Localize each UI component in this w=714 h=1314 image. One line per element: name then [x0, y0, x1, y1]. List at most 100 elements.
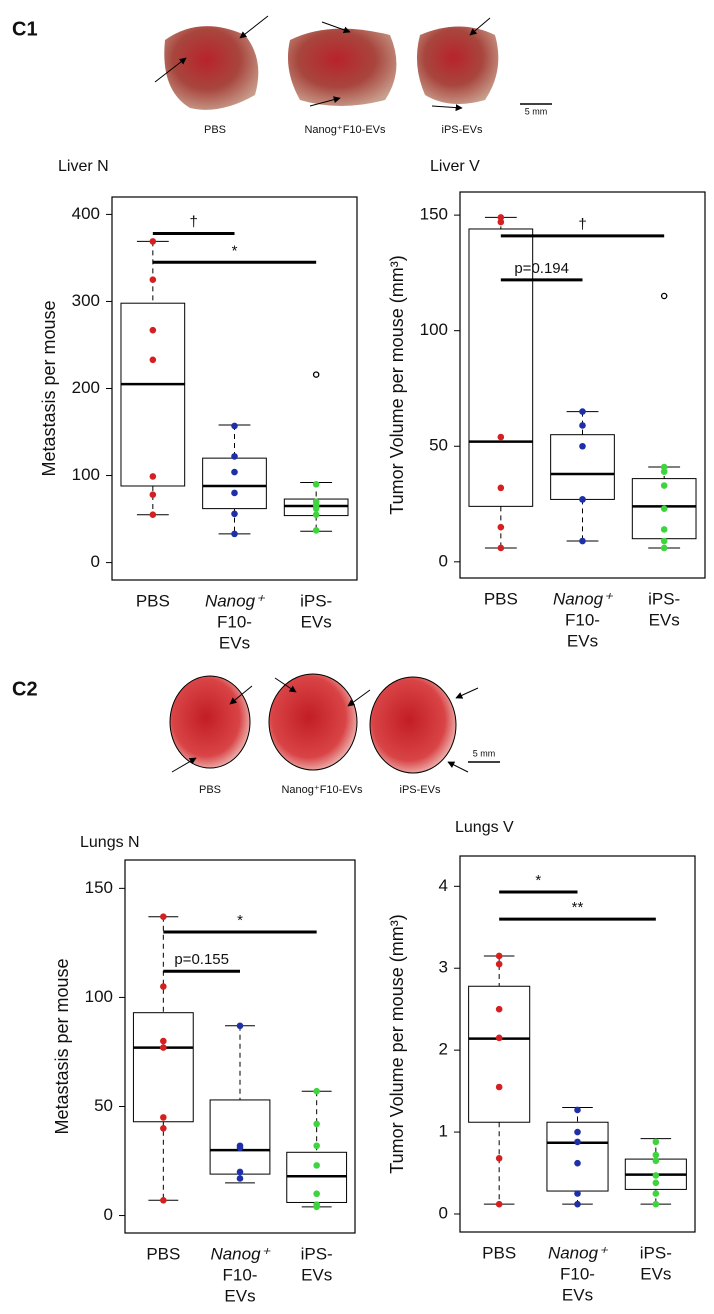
- data-point: [160, 1196, 167, 1204]
- data-point: [313, 1190, 320, 1198]
- data-point: [574, 1106, 581, 1114]
- data-point: [652, 1200, 660, 1208]
- data-point: [497, 523, 505, 531]
- y-tick-label: 4: [439, 876, 448, 895]
- x-tick-label: PBS: [146, 1244, 180, 1263]
- y-tick-label: 50: [94, 1096, 113, 1115]
- panel-label: C1: [12, 18, 38, 40]
- x-tick-label: EVs: [649, 610, 680, 629]
- y-tick-label: 0: [104, 1205, 113, 1224]
- y-tick-label: 100: [420, 320, 448, 339]
- data-point: [660, 505, 668, 512]
- y-tick-label: 0: [439, 1203, 448, 1222]
- x-tick-label: PBS: [136, 591, 170, 610]
- data-point: [149, 276, 157, 283]
- data-point: [495, 1200, 503, 1208]
- data-point: [495, 952, 503, 960]
- box: [468, 985, 531, 1123]
- data-point: [652, 1151, 660, 1159]
- x-tick-label: iPS-: [300, 591, 332, 610]
- photo-caption: iPS-EVs: [400, 784, 441, 796]
- significance-label: **: [572, 899, 584, 916]
- data-point: [497, 218, 505, 226]
- box: [120, 302, 186, 487]
- data-point: [236, 1175, 244, 1182]
- data-point: [313, 1203, 320, 1211]
- y-tick-label: 400: [72, 204, 100, 223]
- data-point: [313, 1120, 320, 1128]
- data-point: [312, 505, 320, 512]
- data-point: [312, 527, 320, 534]
- data-point: [495, 1034, 503, 1042]
- significance-label: *: [535, 872, 541, 889]
- photo-caption: PBS: [204, 124, 226, 136]
- y-tick-label: 150: [85, 878, 113, 897]
- box-chart: Lungs N Metastasis per mouse 0 50 100 150 PBS N…: [52, 834, 356, 1305]
- data-point: [579, 442, 586, 450]
- x-tick-label: EVs: [562, 1285, 593, 1304]
- box: [202, 457, 267, 510]
- y-tick-label: 100: [85, 987, 113, 1006]
- data-point: [495, 1154, 503, 1162]
- data-point: [579, 537, 586, 545]
- x-tick-label: iPS-: [648, 589, 680, 608]
- data-point: [660, 463, 668, 471]
- y-tick-label: 100: [72, 465, 100, 484]
- plot-frame: [459, 855, 696, 1233]
- data-point: [497, 544, 505, 552]
- y-tick-label: 1: [439, 1122, 448, 1141]
- x-tick-label: F10-: [565, 610, 600, 629]
- data-point: [231, 530, 238, 538]
- box: [132, 1012, 194, 1123]
- data-point: [313, 1142, 320, 1150]
- photos-c1: [154, 15, 552, 112]
- y-tick-label: 200: [72, 378, 100, 397]
- data-point: [579, 496, 586, 503]
- data-point: [236, 1168, 244, 1176]
- data-point: [149, 356, 157, 364]
- chart-title: Liver N: [58, 158, 109, 175]
- y-tick-label: 0: [91, 552, 100, 571]
- significance-label: *: [232, 242, 238, 259]
- x-tick-label: Nanog⁺: [553, 589, 614, 608]
- data-point: [652, 1190, 660, 1197]
- x-tick-label: F10-: [223, 1265, 258, 1284]
- y-tick-label: 300: [72, 291, 100, 310]
- photos-c2: [169, 673, 500, 774]
- x-tick-label: EVs: [567, 631, 598, 650]
- data-point: [231, 468, 238, 476]
- data-point: [579, 408, 586, 415]
- data-point: [579, 422, 586, 429]
- chart-title: Liver V: [430, 158, 480, 175]
- outlier: [660, 292, 668, 300]
- data-point: [652, 1172, 660, 1179]
- y-tick-label: 3: [439, 958, 448, 977]
- box-chart: Liver V Tumor Volume per mouse (mm³) 0 50 10…: [387, 158, 706, 650]
- photo-caption: Nanog⁺F10-EVs: [304, 124, 386, 136]
- data-point: [313, 1162, 320, 1169]
- y-axis-label: Tumor Volume per mouse (mm³): [387, 914, 407, 1173]
- x-tick-label: PBS: [484, 589, 518, 608]
- x-tick-label: EVs: [301, 612, 332, 631]
- plot-frame: [124, 859, 356, 1234]
- data-point: [231, 422, 238, 430]
- x-tick-label: EVs: [219, 633, 250, 652]
- data-point: [149, 473, 157, 480]
- data-point: [497, 214, 505, 221]
- outlier: [312, 371, 320, 378]
- panel-label: C2: [12, 678, 38, 700]
- data-point: [160, 983, 167, 990]
- x-tick-label: F10-: [217, 612, 252, 631]
- data-point: [495, 1005, 503, 1013]
- data-point: [660, 482, 668, 489]
- data-point: [149, 326, 157, 334]
- data-point: [497, 433, 505, 441]
- significance-label: p=0.155: [174, 951, 229, 968]
- x-tick-label: Nanog⁺: [548, 1243, 609, 1262]
- data-point: [149, 491, 157, 498]
- y-tick-label: 150: [420, 205, 448, 224]
- x-tick-label: iPS-: [640, 1243, 672, 1262]
- x-tick-label: Nanog⁺: [210, 1244, 271, 1263]
- y-axis-label: Metastasis per mouse: [39, 300, 59, 476]
